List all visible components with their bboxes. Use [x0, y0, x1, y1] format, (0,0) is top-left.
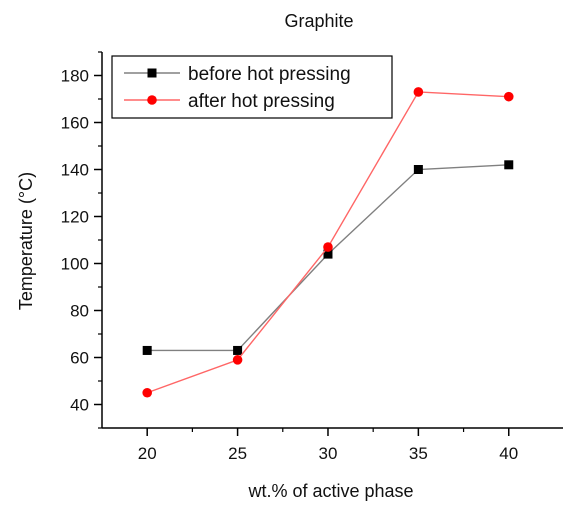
legend: before hot pressing after hot pressing: [111, 55, 393, 119]
series-1-point: [413, 165, 423, 174]
x-tick-label: 25: [228, 444, 247, 463]
series-1-point: [504, 160, 514, 170]
y-tick-label: 180: [61, 67, 89, 86]
series-2-point: [232, 355, 243, 365]
x-axis-title: wt.% of active phase: [247, 481, 413, 501]
x-tick-label: 40: [499, 444, 518, 463]
y-tick-label: 100: [61, 255, 89, 274]
y-tick-label: 60: [70, 349, 89, 368]
legend-label: after hot pressing: [188, 91, 335, 112]
x-tick-label: 30: [319, 444, 338, 463]
series-2-point: [413, 87, 424, 97]
legend-box: [111, 55, 393, 119]
series-1-point: [142, 345, 152, 355]
axes: 20 25 30 35 40 40 60 80 100 120 140 160 180: [61, 51, 563, 463]
series-2-point: [323, 242, 333, 252]
legend-label: before hot pressing: [188, 64, 351, 85]
y-axis-title: Temperature (°C): [16, 172, 36, 310]
series-1-point: [323, 249, 333, 259]
legend-marker-circle: [147, 95, 157, 105]
chart-title: Graphite: [284, 11, 353, 31]
y-tick-label: 80: [70, 302, 89, 321]
y-tick-label: 140: [61, 161, 89, 180]
y-tick-label: 160: [61, 114, 89, 133]
series-2-point: [142, 387, 152, 398]
y-tick-label: 120: [61, 208, 89, 227]
series-2-point: [503, 91, 514, 102]
legend-marker-square: [147, 68, 157, 78]
x-tick-label: 35: [409, 444, 428, 463]
x-tick-label: 20: [138, 444, 157, 463]
series-1-point: [233, 345, 243, 355]
plot-area: [142, 87, 514, 398]
y-tick-label: 40: [70, 396, 89, 415]
